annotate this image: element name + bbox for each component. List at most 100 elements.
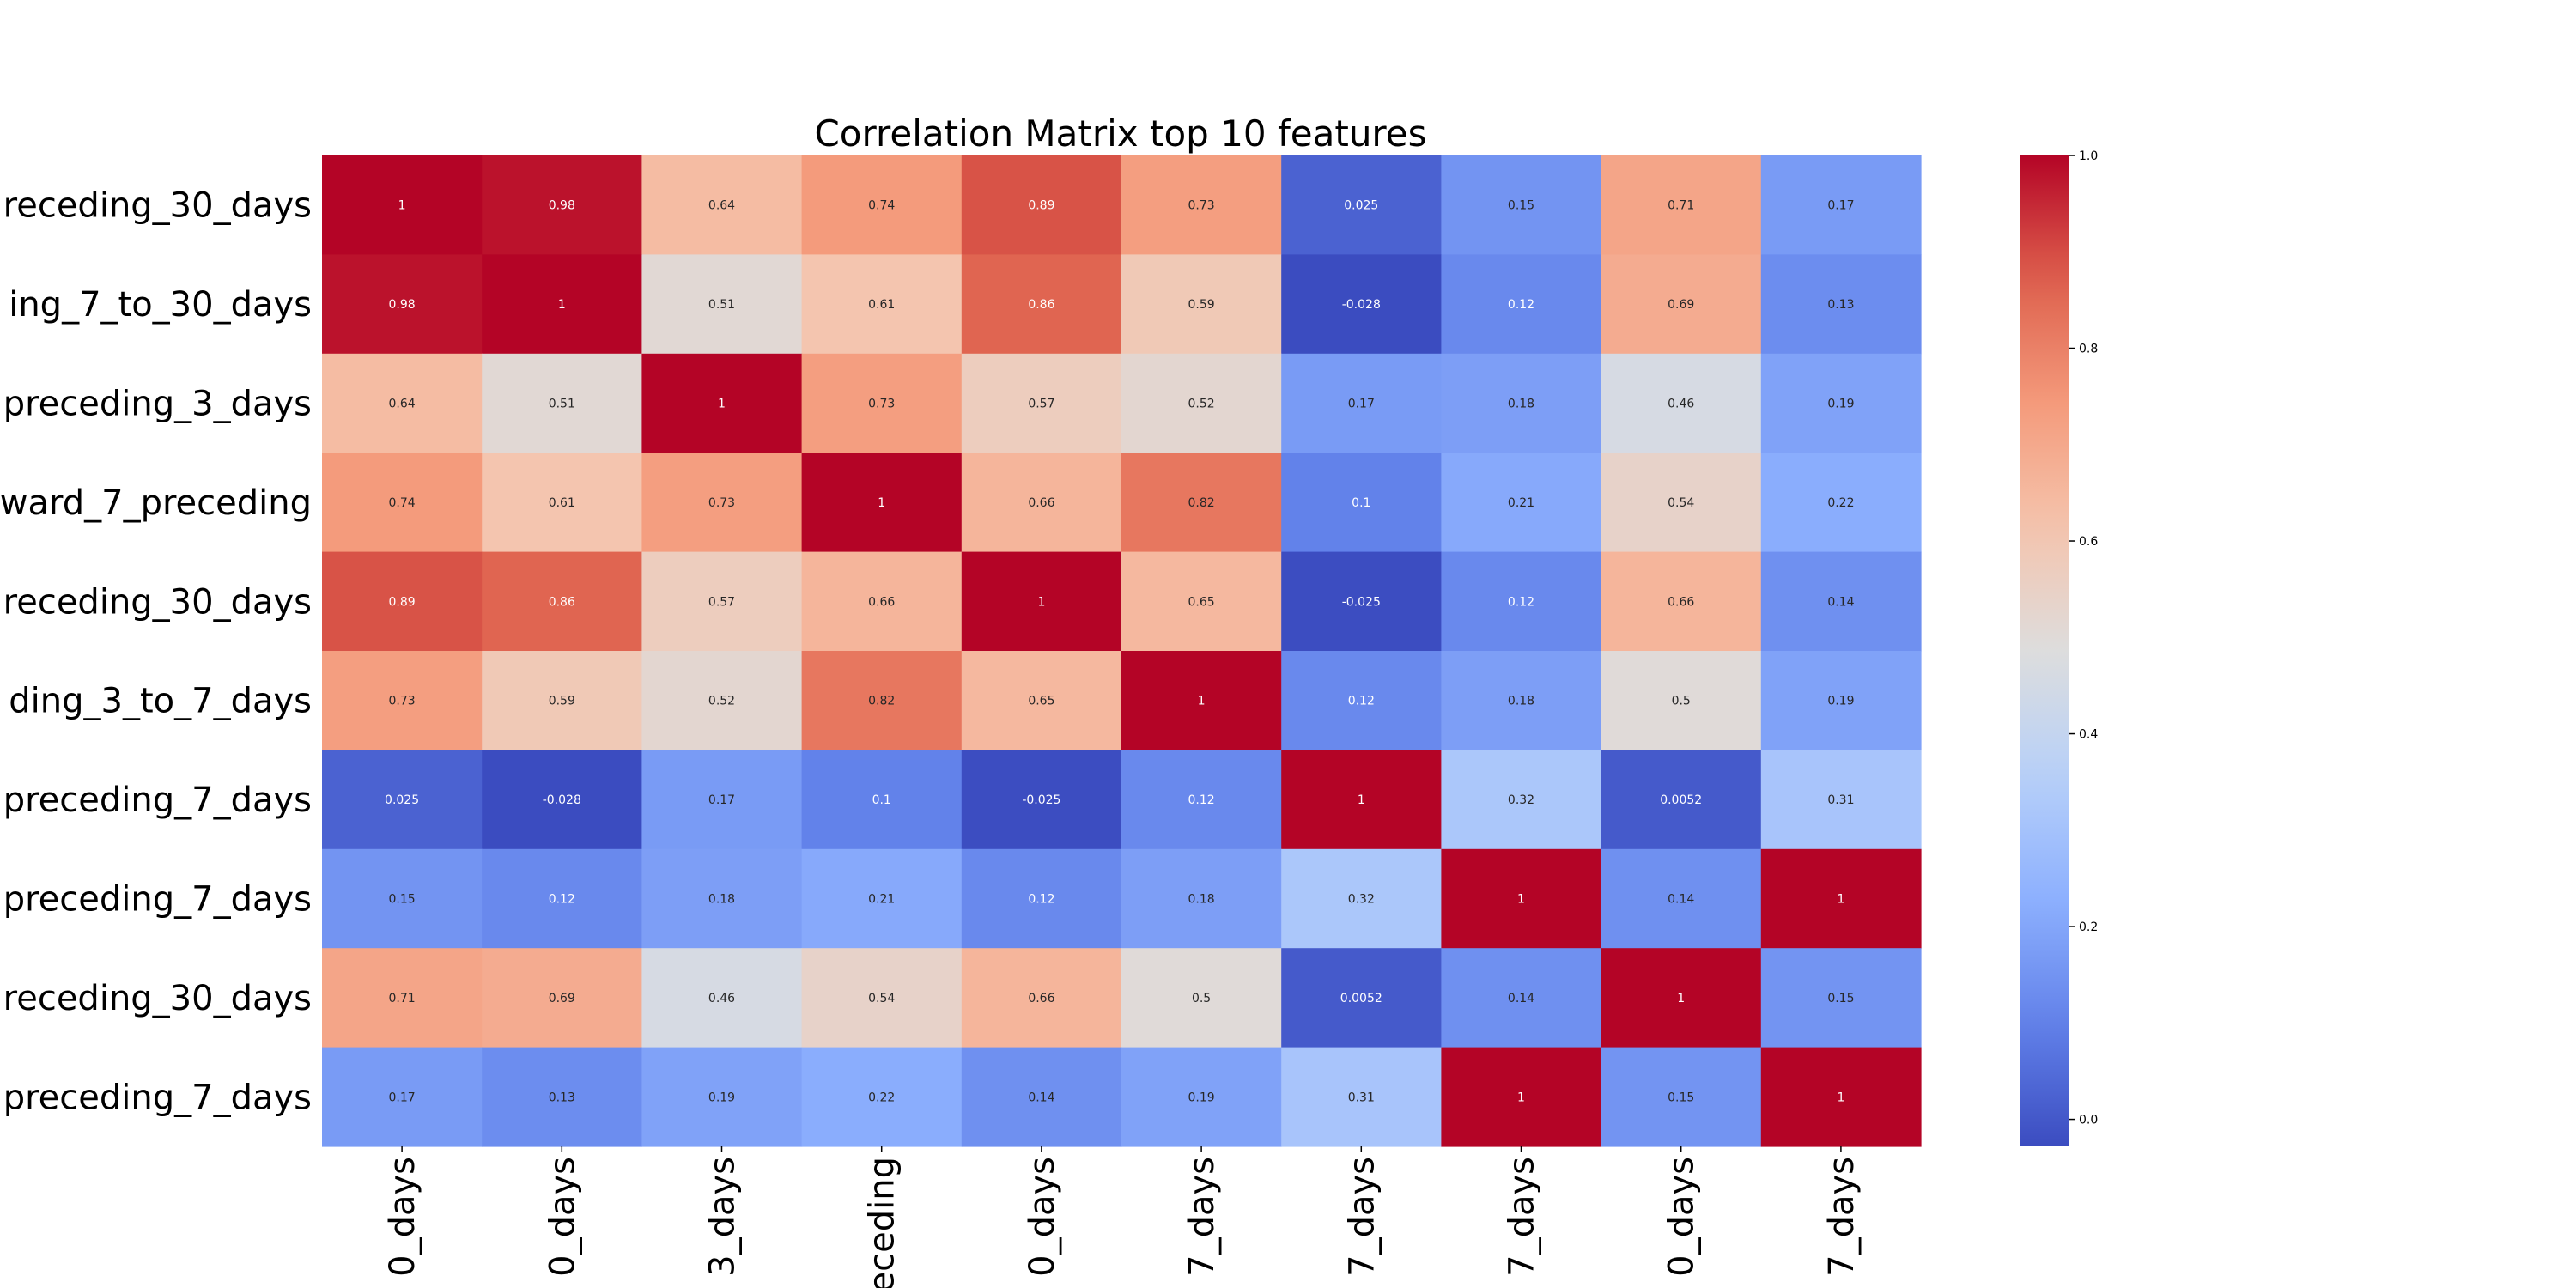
column-label: eceding (863, 1157, 902, 1288)
cell-value-label: 0.65 (1028, 695, 1054, 708)
cell-value-label: 1 (1677, 992, 1685, 1005)
heatmap-cell (1441, 948, 1602, 1048)
cell-value-label: 0.46 (1668, 398, 1694, 411)
cell-value-label: 1 (878, 496, 885, 510)
cell-value-label: 0.52 (708, 695, 735, 708)
cell-value-label: 0.1 (1352, 496, 1370, 510)
colorbar-tick-label: 0.4 (2079, 728, 2098, 742)
heatmap-cell (801, 155, 963, 255)
heatmap-cell (641, 254, 803, 355)
cell-value-label: 0.69 (549, 992, 575, 1005)
cell-value-label: 0.71 (1668, 199, 1694, 213)
cell-value-label: 0.13 (549, 1091, 575, 1104)
cell-value-label: 0.86 (1028, 298, 1054, 312)
cell-value-label: 0.59 (1188, 298, 1215, 312)
heatmap-cell (322, 254, 483, 355)
column-label: 0_days (383, 1157, 422, 1277)
cell-value-label: 0.18 (1508, 398, 1534, 411)
cell-value-label: 0.025 (385, 793, 419, 807)
heatmap-cell-labels: 1 0.98 0.64 0.74 0.89 0.73 0.025 0.15 0.71 0.17 0.… (385, 199, 1855, 1105)
heatmap-cell (1121, 1047, 1282, 1147)
heatmap-cell (1441, 848, 1602, 949)
heatmap-cell (482, 453, 642, 553)
heatmap-cell (641, 453, 803, 553)
heatmap-cell (1281, 750, 1442, 850)
heatmap-cell (1601, 651, 1762, 750)
heatmap-cell (1441, 155, 1602, 255)
heatmap-cell (1601, 453, 1762, 553)
cell-value-label: 0.61 (549, 496, 575, 510)
cell-value-label: 0.73 (708, 496, 735, 510)
heatmap-cell (1281, 353, 1442, 453)
heatmap-cell (1601, 1047, 1762, 1147)
cell-value-label: 0.32 (1508, 793, 1534, 807)
row-label: ding_3_to_7_days (9, 682, 312, 721)
column-label: 0_days (543, 1157, 582, 1277)
column-label: 0_days (1023, 1157, 1062, 1277)
heatmap-cell (1441, 254, 1602, 355)
heatmap-cell (1760, 254, 1922, 355)
cell-value-label: 0.61 (868, 298, 895, 312)
cell-value-label: 1 (718, 398, 726, 411)
cell-value-label: 1 (558, 298, 566, 312)
heatmap-cell (961, 551, 1122, 652)
heatmap-cell (1760, 948, 1922, 1048)
cell-value-label: 0.15 (389, 893, 416, 907)
cell-value-label: 0.12 (1028, 893, 1054, 907)
heatmap-cell (1760, 353, 1922, 453)
cell-value-label: 0.86 (549, 595, 575, 609)
cell-value-label: 1 (1517, 1091, 1525, 1104)
cell-value-label: 0.14 (1668, 893, 1694, 907)
colorbar-tick-label: 0.0 (2079, 1114, 2098, 1127)
heatmap-cell (1281, 948, 1442, 1048)
cell-value-label: 0.71 (389, 992, 416, 1005)
heatmap-cell (801, 1047, 963, 1147)
cell-value-label: 0.0052 (1340, 992, 1382, 1005)
heatmap-cell (482, 254, 642, 355)
cell-value-label: 0.98 (389, 298, 416, 312)
heatmap-cell (1760, 750, 1922, 850)
colorbar-tick-label: 0.6 (2079, 535, 2098, 549)
heatmap-cell (1281, 551, 1442, 652)
heatmap-cell (1760, 651, 1922, 750)
row-label: preceding_7_days (3, 781, 312, 820)
heatmap-cell (1121, 453, 1282, 553)
chart-title: Correlation Matrix top 10 features (814, 112, 1426, 155)
cell-value-label: 0.1 (872, 793, 891, 807)
cell-value-label: 0.14 (1028, 1091, 1054, 1104)
heatmap-cell (1121, 651, 1282, 750)
cell-value-label: 0.52 (1188, 398, 1215, 411)
heatmap-cell (1760, 551, 1922, 652)
cell-value-label: 0.12 (549, 893, 575, 907)
cell-value-label: 0.18 (1508, 695, 1534, 708)
cell-value-label: 0.66 (1028, 496, 1054, 510)
heatmap-cell (1441, 453, 1602, 553)
cell-value-label: 0.15 (1668, 1091, 1694, 1104)
colorbar-tick-label: 0.2 (2079, 920, 2098, 934)
cell-value-label: 0.18 (708, 893, 735, 907)
heatmap-cell (482, 155, 642, 255)
cell-value-label: 0.46 (708, 992, 735, 1005)
cell-value-label: 0.66 (868, 595, 895, 609)
cell-value-label: 0.54 (868, 992, 895, 1005)
cell-value-label: 0.12 (1188, 793, 1215, 807)
cell-value-label: 0.31 (1348, 1091, 1375, 1104)
colorbar-tick-label: 0.8 (2079, 343, 2098, 356)
cell-value-label: 1 (1358, 793, 1365, 807)
cell-value-label: 0.82 (868, 695, 895, 708)
column-label: 7_days (1342, 1157, 1382, 1277)
cell-value-label: 0.21 (1508, 496, 1534, 510)
cell-value-label: 0.12 (1508, 298, 1534, 312)
cell-value-label: 0.98 (549, 199, 575, 213)
heatmap-cell (1601, 155, 1762, 255)
heatmap-cell (322, 948, 483, 1048)
cell-value-label: 0.22 (1827, 496, 1854, 510)
heatmap-cell (482, 353, 642, 453)
heatmap-cell (1281, 254, 1442, 355)
colorbar-ticks: 0.0 0.2 0.4 0.6 0.8 1.0 (2069, 149, 2098, 1127)
cell-value-label: 0.025 (1344, 199, 1378, 213)
heatmap-cell (1121, 848, 1282, 949)
cell-value-label: 0.73 (1188, 199, 1215, 213)
cell-value-label: 0.22 (868, 1091, 895, 1104)
